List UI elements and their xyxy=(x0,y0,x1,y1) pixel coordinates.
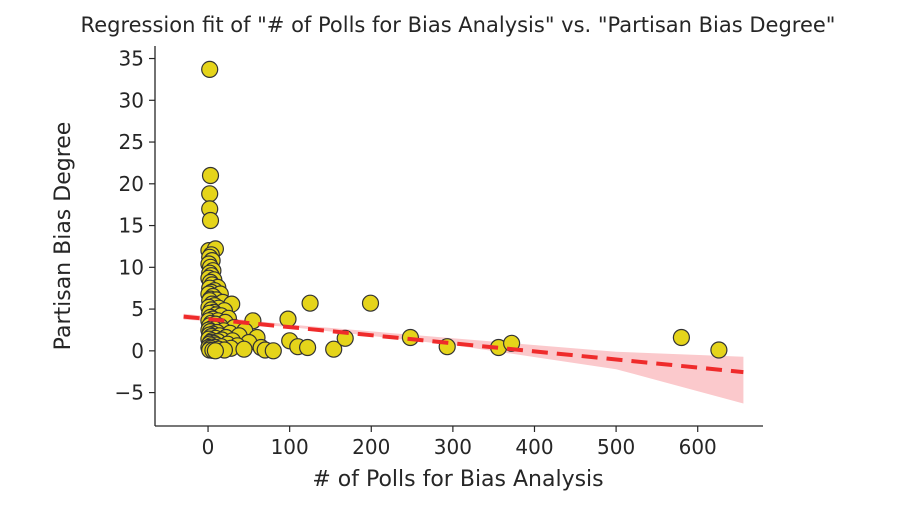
y-tick-label: 20 xyxy=(119,172,144,196)
data-point xyxy=(672,328,691,347)
x-tick-label: 200 xyxy=(352,435,390,459)
x-tick-label: 400 xyxy=(515,435,553,459)
y-axis-label: Partisan Bias Degree xyxy=(51,122,76,351)
y-tick-label: 25 xyxy=(119,130,144,154)
y-tick-label: −5 xyxy=(115,381,144,405)
data-point xyxy=(279,310,297,328)
data-point xyxy=(325,340,343,358)
data-point xyxy=(235,340,253,358)
data-point xyxy=(201,211,220,230)
axes-layer: 0 100 200 300 400 500 600 −5 0 5 10 15 20 25 30 35 xyxy=(115,46,763,459)
x-tick-label: 100 xyxy=(271,435,309,459)
y-tick-label: 10 xyxy=(119,255,144,279)
x-tick-label: 300 xyxy=(434,435,472,459)
data-point xyxy=(206,342,224,360)
data-point xyxy=(201,185,219,203)
data-points-layer xyxy=(200,60,728,360)
y-tick-label: 35 xyxy=(119,47,144,71)
regression-line xyxy=(183,314,744,375)
x-tick-label: 500 xyxy=(597,435,635,459)
data-point xyxy=(201,166,220,185)
data-point xyxy=(710,341,728,359)
y-tick-label: 15 xyxy=(119,214,144,238)
data-point xyxy=(361,294,380,312)
data-point xyxy=(201,60,219,79)
data-point xyxy=(299,338,317,357)
regression-line-layer xyxy=(183,314,744,375)
data-point xyxy=(301,294,319,312)
chart-title: Regression fit of "# of Polls for Bias A… xyxy=(81,13,836,37)
y-tick-label: 0 xyxy=(131,339,144,363)
data-point xyxy=(264,342,282,360)
x-axis-label: # of Polls for Bias Analysis xyxy=(312,467,603,492)
y-tick-label: 30 xyxy=(119,88,144,112)
x-tick-label: 600 xyxy=(679,435,717,459)
confidence-band xyxy=(183,313,744,404)
data-point xyxy=(336,329,354,347)
confidence-band-layer xyxy=(183,313,744,404)
x-tick-label: 0 xyxy=(202,435,215,459)
y-tick-label: 5 xyxy=(131,297,144,321)
